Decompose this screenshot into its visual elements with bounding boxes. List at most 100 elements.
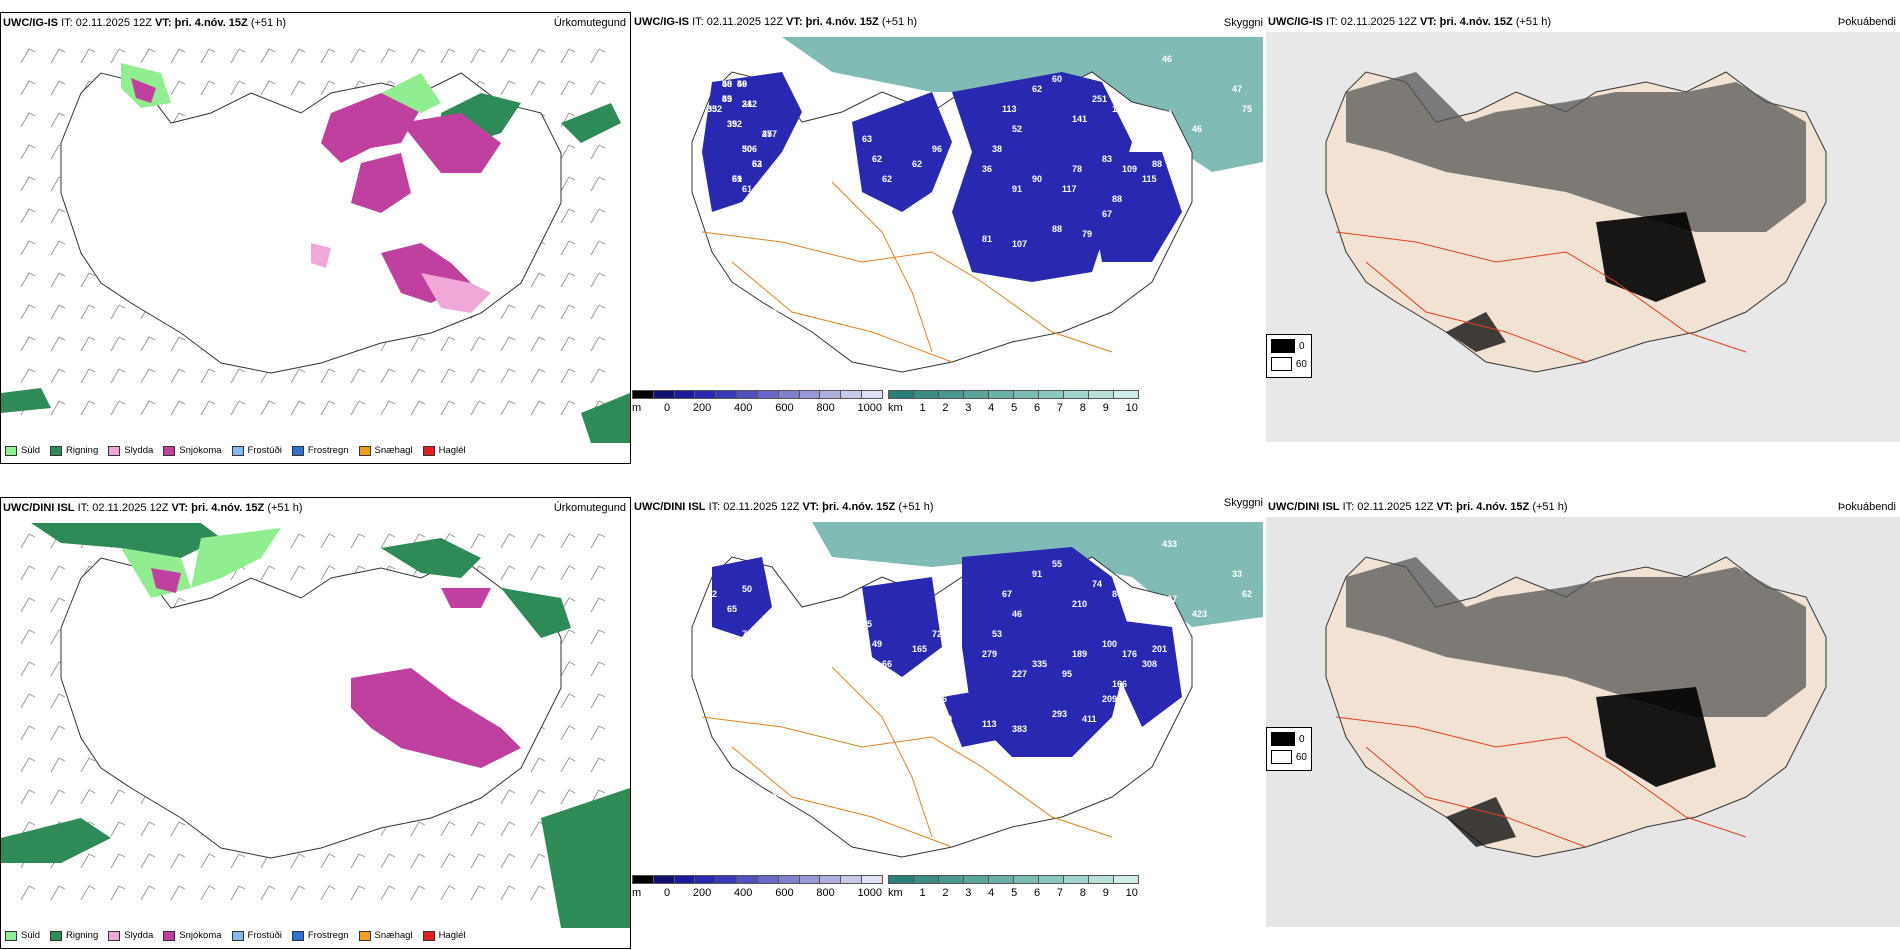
colorbar-segment — [632, 875, 653, 884]
wind-barb — [50, 304, 66, 320]
wind-barb — [530, 48, 546, 64]
wind-barb — [410, 853, 426, 869]
cloud-base-label: 54 — [792, 629, 802, 639]
roads — [1335, 716, 1747, 848]
wind-barb — [410, 368, 426, 384]
wind-barb — [590, 757, 606, 773]
wind-barb — [590, 693, 606, 709]
visibility-panel-ig: UWC/IG-IS IT: 02.11.2025 12Z VT: þri. 4.… — [632, 12, 1263, 464]
wind-barb — [350, 885, 366, 901]
wind-barb — [110, 304, 126, 320]
wind-barb — [80, 48, 96, 64]
wind-barb — [170, 821, 186, 837]
cloud-base-label: 89 — [732, 659, 742, 669]
wind-barb — [560, 208, 576, 224]
wind-barb — [380, 48, 396, 64]
wind-barb — [260, 565, 276, 581]
wind-barb — [140, 821, 156, 837]
cloud-base-label: 55 — [722, 94, 732, 104]
wind-barb — [80, 400, 96, 416]
iceland-map-fog — [1266, 517, 1900, 927]
wind-barb — [110, 368, 126, 384]
wind-barb — [530, 533, 546, 549]
cloud-base-label: 45 — [772, 789, 782, 799]
colorbar-segment — [715, 875, 737, 884]
wind-barb — [590, 789, 606, 805]
cloud-base-label: 88 — [1112, 194, 1122, 204]
wind-barb — [470, 336, 486, 352]
cloud-base-label: 50 — [722, 79, 732, 89]
wind-barb — [530, 789, 546, 805]
wind-barb — [80, 757, 96, 773]
cloud-base-label: 106 — [932, 694, 947, 704]
cloud-base-label: 67 — [1002, 589, 1012, 599]
wind-barb — [50, 80, 66, 96]
cloud-base-label: 165 — [912, 644, 927, 654]
wind-barb — [50, 240, 66, 256]
field-title: Skyggni — [1223, 497, 1263, 509]
wind-barb — [320, 400, 336, 416]
cloud-base-label: 141 — [1072, 114, 1087, 124]
field-title: Úrkomutegund — [553, 502, 626, 514]
visibility-panel-dini: UWC/DINI ISL IT: 02.11.2025 12Z VT: þri.… — [632, 497, 1263, 949]
cloud-base-label: 230 — [902, 709, 917, 719]
wind-barb — [110, 48, 126, 64]
cloud-base-label: 79 — [1082, 229, 1092, 239]
wind-barb — [440, 400, 456, 416]
field-title: Þokuábendi — [1837, 501, 1896, 513]
wind-barb — [590, 368, 606, 384]
cloud-base-label: 88 — [1052, 224, 1062, 234]
cloud-base-label: 109 — [1122, 164, 1137, 174]
cloud-base-label: 49 — [872, 639, 882, 649]
wind-barb — [500, 48, 516, 64]
cloud-base-label: 72 — [932, 629, 942, 639]
legend-item: Frostúði — [231, 930, 282, 941]
cloud-base-label: 35 — [727, 119, 737, 129]
wind-barb — [590, 336, 606, 352]
cloud-base-label: 34 — [742, 99, 752, 109]
cloud-base-label: 50 — [742, 584, 752, 594]
wind-barb — [560, 789, 576, 805]
field-title: Úrkomutegund — [553, 17, 626, 29]
colorbar-segment — [777, 390, 799, 399]
wind-barb — [440, 336, 456, 352]
wind-barb — [530, 304, 546, 320]
wind-barb — [410, 400, 426, 416]
cloud-base-label: 55 — [862, 619, 872, 629]
wind-barb — [500, 80, 516, 96]
cloud-base-label: 100 — [1102, 639, 1117, 649]
wind-barb — [110, 789, 126, 805]
cloud-base-label: 53 — [752, 159, 762, 169]
wind-barb — [170, 400, 186, 416]
colorbar-segment — [1038, 875, 1063, 884]
field-title: Þokuábendi — [1837, 16, 1896, 28]
cloud-base-label: 84 — [852, 669, 862, 679]
wind-barb — [260, 48, 276, 64]
wind-barb — [470, 48, 486, 64]
cloud-base-label: 411 — [1082, 714, 1097, 724]
wind-barb — [80, 789, 96, 805]
wind-barb — [290, 565, 306, 581]
wind-barb — [560, 336, 576, 352]
cloud-base-label: 55 — [1052, 559, 1062, 569]
cloud-base-label: 91 — [1012, 184, 1022, 194]
colorbar-segment — [1113, 390, 1139, 399]
legend-item: Snjókoma — [163, 445, 222, 456]
cloud-base-label: 51 — [732, 174, 742, 184]
cloud-base-label: 467 — [1162, 594, 1177, 604]
cloud-base-label: 46 — [1162, 54, 1172, 64]
cloud-base-label: 117 — [1062, 184, 1077, 194]
fog-panel-ig: UWC/IG-IS IT: 02.11.2025 12Z VT: þri. 4.… — [1266, 12, 1900, 464]
wind-barb — [20, 336, 36, 352]
wind-barb — [470, 885, 486, 901]
cloud-base-colorbar: m 0 200 400 600 800 1000 — [632, 875, 883, 899]
wind-barb — [140, 400, 156, 416]
cloud-base-label: 89 — [917, 234, 927, 244]
fog-panel-dini: UWC/DINI ISL IT: 02.11.2025 12Z VT: þri.… — [1266, 497, 1900, 949]
wind-barb — [260, 80, 276, 96]
wind-barb — [140, 885, 156, 901]
cloud-base-label: 62 — [882, 174, 892, 184]
wind-barb — [80, 304, 96, 320]
wind-barb — [20, 368, 36, 384]
wind-barb — [50, 757, 66, 773]
